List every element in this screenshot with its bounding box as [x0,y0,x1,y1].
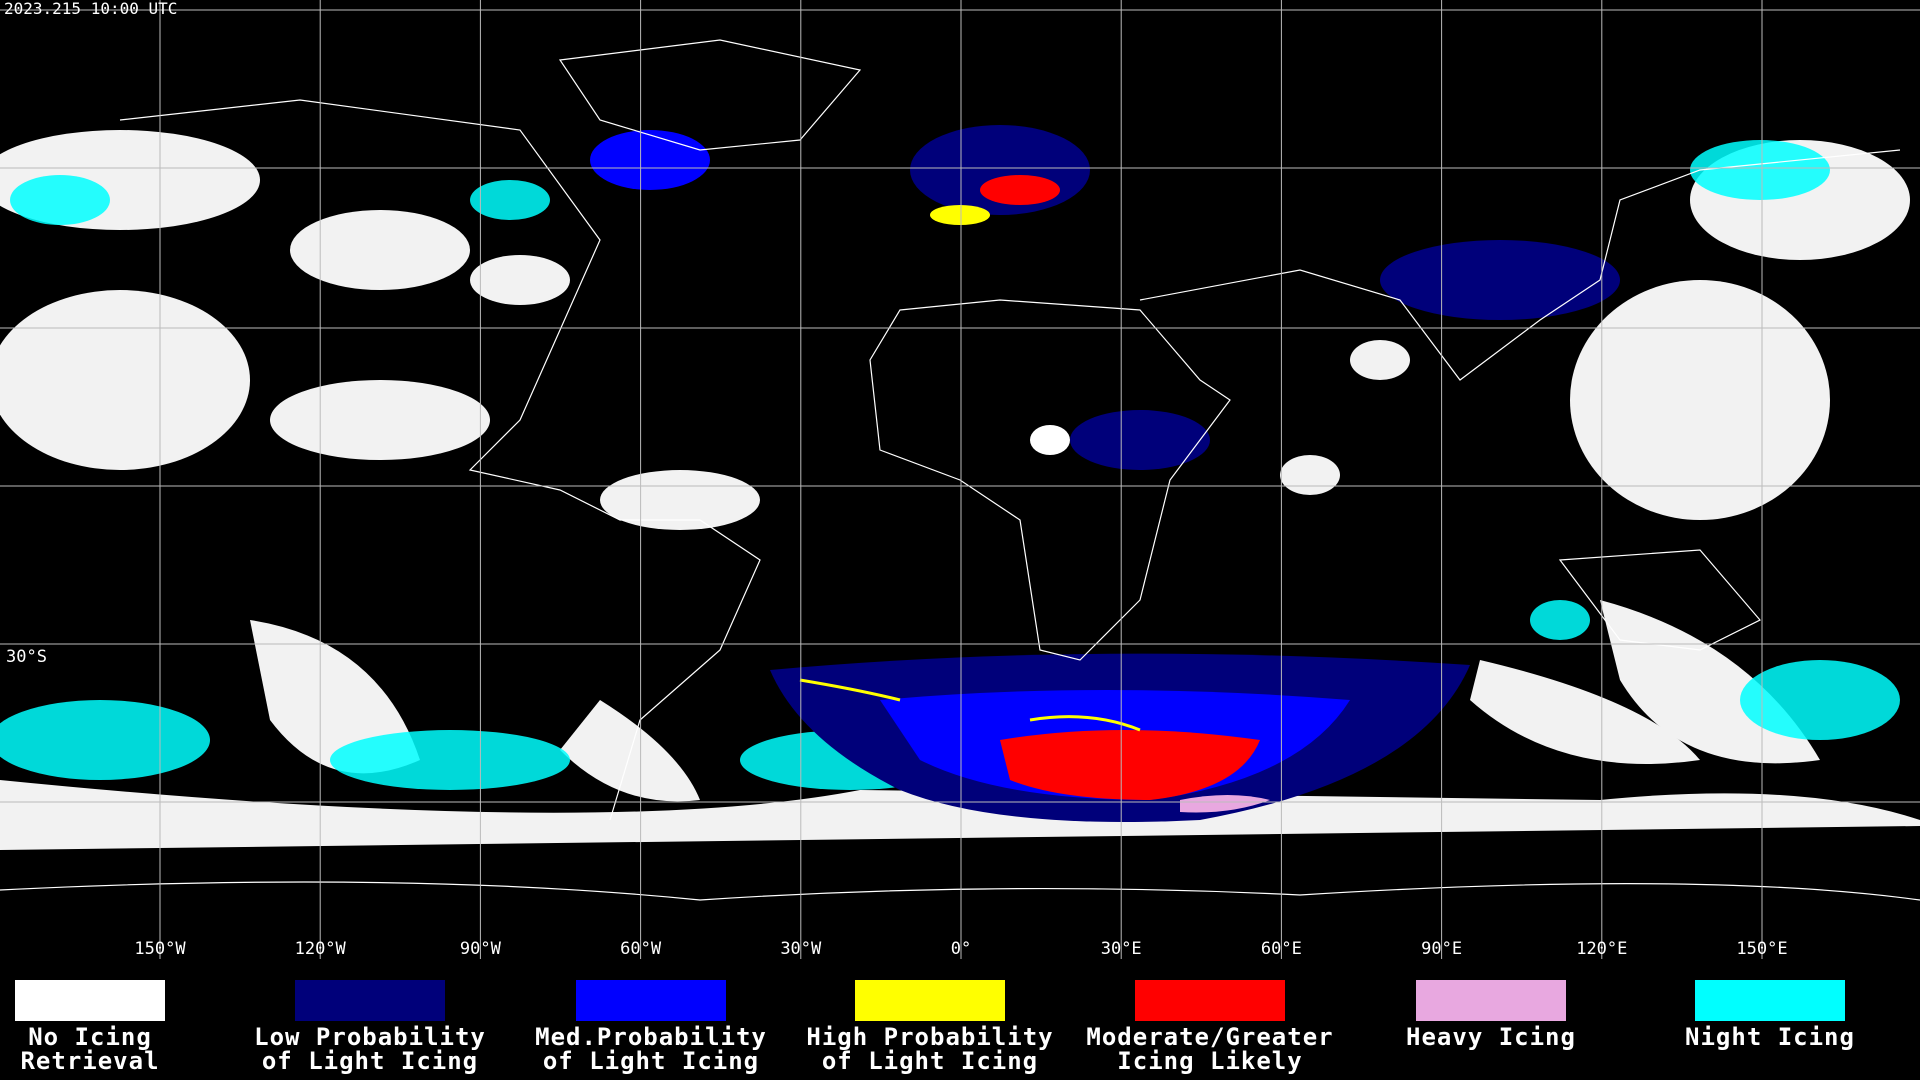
legend-swatch [295,980,445,1021]
legend-swatch [576,980,726,1021]
northern-icing-patches [590,125,1620,470]
longitude-label: 60°E [1261,939,1302,959]
legend-swatch [855,980,1005,1021]
legend-swatch [1695,980,1845,1021]
longitude-label: 150°E [1736,939,1787,959]
legend-swatch [1416,980,1566,1021]
legend-swatch [15,980,165,1021]
timestamp: 2023.215 10:00 UTC [4,0,177,18]
legend-label: of Light Icing [262,1047,478,1075]
longitude-label: 90°E [1421,939,1462,959]
legend-label: Low Probability [254,1023,486,1051]
legend-swatch [1135,980,1285,1021]
legend-label: Moderate/Greater [1086,1023,1333,1051]
graticule [0,0,1920,959]
axis-labels: 150°W 120°W 90°W 60°W 30°W 0° 30°E 60°E 90°E 120°… [6,647,1788,959]
longitude-label: 90°W [460,939,502,959]
longitude-label: 30°E [1101,939,1142,959]
longitude-label: 0° [951,939,971,959]
southern-icing-region [770,653,1470,822]
legend-label: Heavy Icing [1406,1023,1576,1051]
longitude-label: 30°W [780,939,822,959]
legend-label: of Light Icing [543,1047,759,1075]
legend-label: Retrieval [20,1047,159,1075]
legend-label: Med.Probability [535,1023,767,1051]
latitude-label: 30°S [6,647,47,667]
longitude-label: 60°W [620,939,662,959]
legend-label: No Icing [28,1023,152,1051]
legend-label: Night Icing [1685,1023,1855,1051]
longitude-label: 150°W [134,939,186,959]
longitude-label: 120°W [295,939,347,959]
legend-label: of Light Icing [822,1047,1038,1075]
legend-label: High Probability [806,1023,1053,1051]
longitude-label: 120°E [1576,939,1627,959]
legend-label: Icing Likely [1117,1047,1302,1075]
